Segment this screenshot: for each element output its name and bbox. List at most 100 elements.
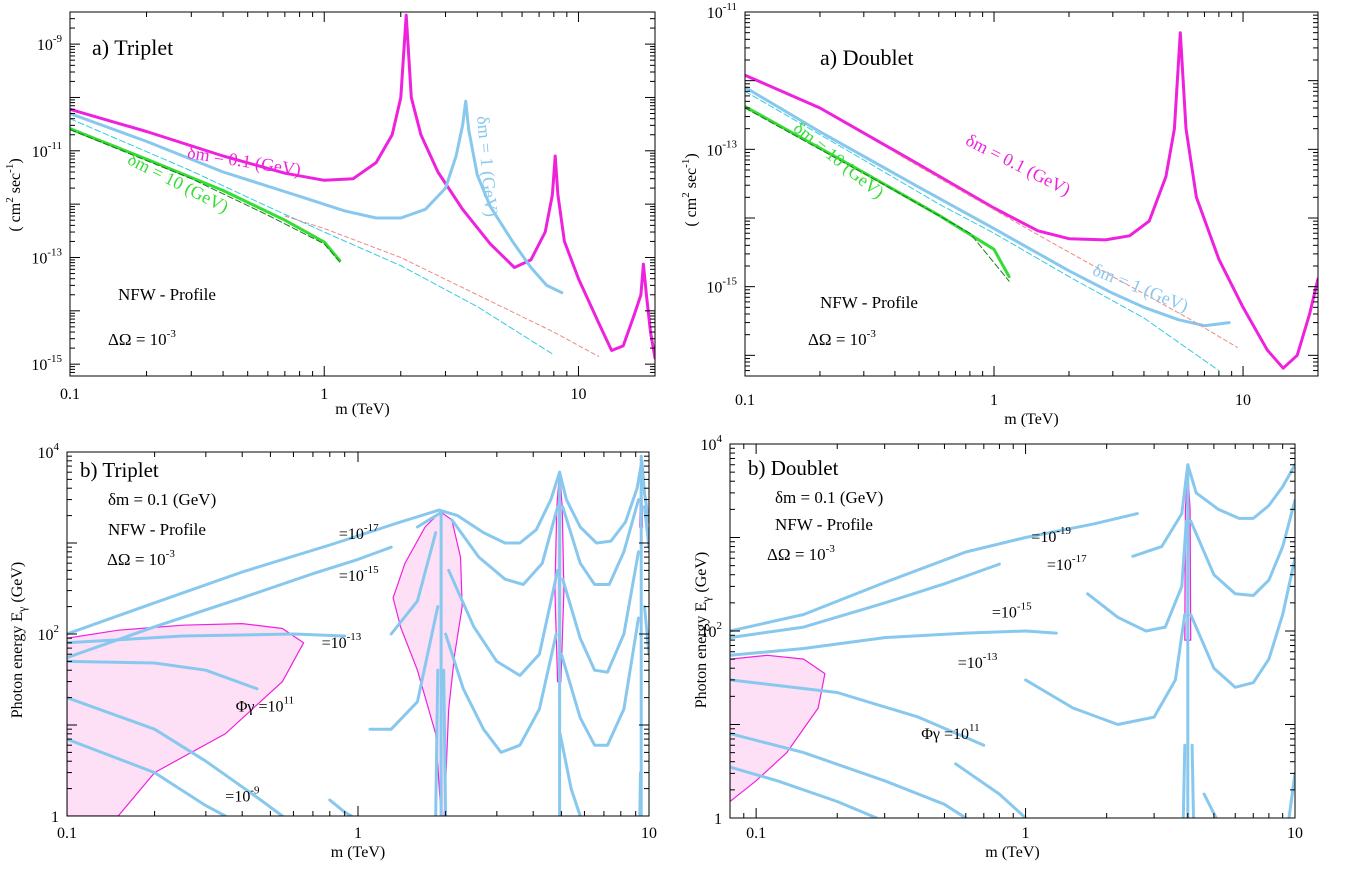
series-line-14: [447, 568, 560, 677]
profile-label: NFW - Profile: [775, 515, 873, 534]
plot-area: [745, 31, 1318, 372]
x-tick-label: 0.1: [60, 386, 80, 403]
x-axis-label: m (TeV): [1004, 411, 1058, 428]
y-tick-label: 10-15: [706, 276, 737, 297]
y-axis-label: ( cm2 sec-1): [680, 153, 700, 226]
series-line-5: [284, 215, 600, 357]
series-line-14: [1190, 743, 1195, 818]
series-line-20: [558, 732, 582, 816]
x-axis-label: m (TeV): [331, 844, 385, 861]
curve-annotation-1: =10-15: [339, 564, 379, 585]
x-tick-label: 0.1: [57, 825, 77, 842]
y-tick-label: 104: [38, 441, 60, 462]
series-line-7: [1024, 613, 1187, 726]
curve-annotation-0: =10-17: [339, 522, 379, 543]
curve-annotation-3: =10-13: [958, 651, 998, 672]
solid-angle-label: ΔΩ = 10-3: [108, 328, 176, 349]
plot-area: [730, 463, 1295, 818]
series-line-5: [1189, 498, 1295, 597]
x-tick-label: 1: [320, 386, 328, 403]
series-line-3: [1131, 463, 1295, 558]
x-tick-label: 0.1: [735, 392, 755, 409]
x-tick-label: 10: [641, 825, 657, 842]
panel-b-doublet: 0.1 1 10 1 102 104 m (TeV) Photon energy Eγ (Ge…: [693, 433, 1303, 861]
panel-a-doublet: 0.1 1 10 10-11 10-13 10-15 m (TeV) ( cm2 sec-1)…: [680, 1, 1319, 428]
y-tick-label: 10-11: [32, 140, 62, 161]
series-line-3: [67, 632, 347, 645]
series-line-9: [328, 798, 353, 816]
x-tick-label: 10: [1235, 392, 1251, 409]
curve-annotation-3: Φγ =1011: [236, 695, 294, 716]
panel-label: a) Doublet: [820, 45, 913, 70]
series-line-2: [730, 629, 1058, 657]
curve-annotation-4: Φγ =1011: [921, 722, 979, 743]
series-line-15: [444, 632, 558, 754]
series-line-4: [389, 531, 438, 636]
y-axis-label: Photon energy Eγ (GeV): [693, 552, 713, 709]
series-line-22: [638, 771, 642, 816]
y-tick-label: 10-13: [706, 138, 737, 159]
x-tick-label: 10: [570, 386, 586, 403]
y-tick-label: 1: [714, 811, 722, 828]
solid-angle-label: ΔΩ = 10-3: [767, 543, 835, 564]
solid-angle-label: ΔΩ = 10-3: [808, 328, 876, 349]
series-line-23: [643, 505, 649, 549]
series-line-1: [730, 562, 1001, 640]
x-tick-label: 1: [354, 825, 362, 842]
series-line-4: [1086, 519, 1188, 633]
curve-annotation-0: =10-19: [1031, 525, 1071, 546]
series-line-10: [730, 765, 879, 818]
y-tick-label: 10-13: [31, 246, 62, 267]
profile-label: NFW - Profile: [820, 293, 918, 312]
panel-a-triplet: 0.1 1 10 10-9 10-11 10-13 10-15 m (TeV) ( cm2 se…: [4, 11, 656, 418]
series-line-8: [67, 737, 227, 816]
x-tick-label: 10: [1287, 825, 1303, 842]
curve-annotation-2: =10-15: [992, 600, 1032, 621]
series-line-6: [730, 678, 986, 747]
series-line-24: [643, 605, 649, 656]
profile-label: NFW - Profile: [118, 285, 216, 304]
series-line-17: [561, 498, 640, 586]
series-line-6: [368, 605, 440, 731]
delta-m-label: δm = 0.1 (GeV): [108, 490, 216, 509]
solid-angle-label: ΔΩ = 10-3: [107, 548, 175, 569]
y-tick-label: 10-11: [707, 1, 737, 22]
curve-annotation-1: =10-17: [1047, 553, 1087, 574]
series-line-0: [730, 512, 1139, 633]
curve-annotation-0: δm = 0.1 (GeV): [186, 142, 302, 181]
series-line-7: [67, 696, 284, 816]
panel-label: b) Doublet: [748, 456, 839, 480]
series-line-16: [1287, 771, 1295, 818]
series-line-0: [70, 13, 655, 360]
series-line-1: [745, 85, 1231, 328]
y-tick-label: 102: [701, 620, 723, 641]
series-line-11: [954, 762, 1028, 818]
x-tick-label: 1: [1022, 825, 1030, 842]
series-line-13: [450, 505, 560, 586]
y-tick-label: 102: [38, 623, 60, 644]
series-line-3: [70, 129, 341, 263]
x-tick-label: 0.1: [746, 825, 766, 842]
delta-m-label: δm = 0.1 (GeV): [775, 488, 883, 507]
series-line-0: [67, 459, 649, 636]
curve-annotation-4: =10-9: [225, 784, 260, 805]
plot-frame: [744, 11, 1319, 377]
y-tick-label: 10-9: [37, 33, 63, 54]
series-line-11: [434, 668, 440, 816]
curve-annotation-2: =10-13: [322, 631, 362, 652]
plot-frame: [69, 11, 656, 377]
series-line-5: [894, 152, 1238, 348]
shaded-region-0: [67, 622, 305, 816]
plot-area: [67, 454, 649, 816]
y-tick-label: 10-15: [31, 353, 62, 374]
x-axis-label: m (TeV): [985, 844, 1039, 861]
series-line-18: [561, 550, 640, 674]
series-line-13: [1181, 743, 1187, 818]
series-line-5: [67, 659, 259, 691]
series-line-3: [745, 107, 1010, 282]
series-line-8: [1189, 556, 1295, 689]
series-line-4: [70, 118, 555, 356]
series-line-1: [67, 545, 393, 660]
